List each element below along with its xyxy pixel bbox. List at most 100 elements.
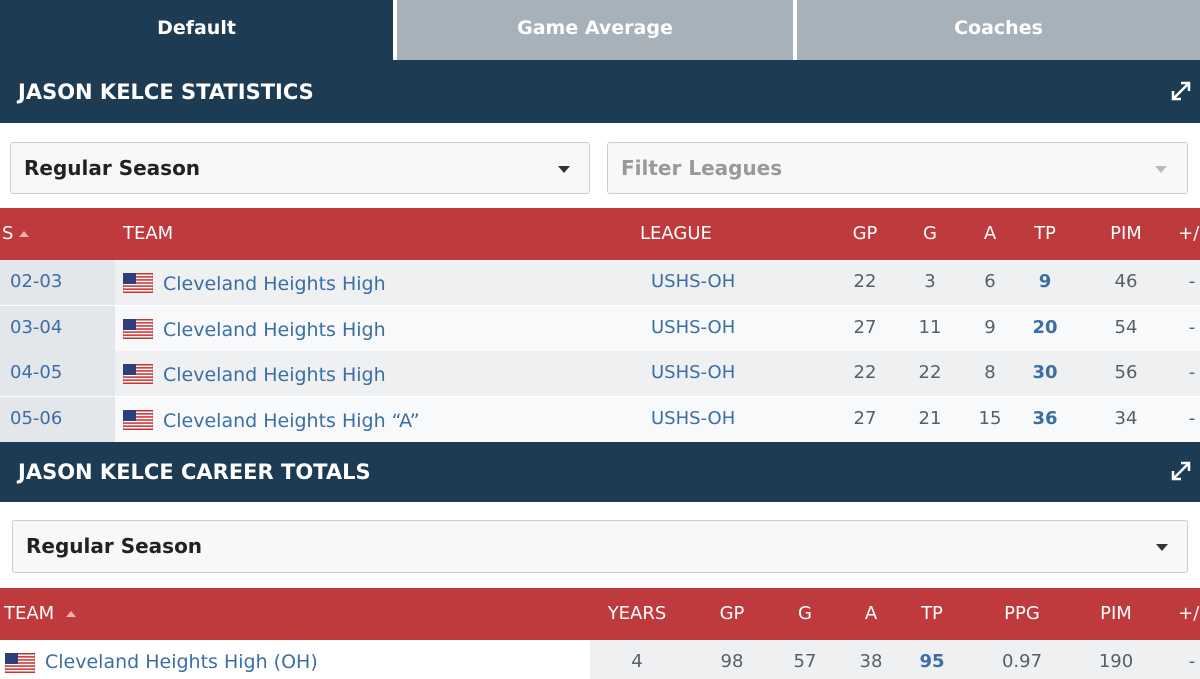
- column-header: PIM: [1110, 223, 1142, 244]
- stat-cell: 27: [853, 407, 877, 429]
- season-select[interactable]: Regular Season: [10, 142, 590, 194]
- team-link[interactable]: Cleveland Heights High: [163, 273, 386, 295]
- stat-cell: 4: [631, 651, 643, 672]
- stat-cell: 20: [1032, 316, 1058, 338]
- stat-cell: 15: [978, 407, 1002, 429]
- team-link[interactable]: Cleveland Heights High (OH): [45, 651, 318, 673]
- column-header: TP: [921, 603, 943, 624]
- column-header: PPG: [1004, 603, 1040, 624]
- select-value: Regular Season: [26, 534, 203, 558]
- section-header: JASON KELCE STATISTICS: [0, 60, 1200, 123]
- season-cell: [0, 305, 115, 351]
- stat-cell: 30: [1032, 362, 1058, 383]
- table-header: S TEAM LEAGUE GP G A TP PIM +/-: [0, 208, 1200, 260]
- column-header: A: [983, 223, 997, 244]
- column-header: A: [864, 603, 878, 624]
- stat-cell: 54: [1114, 316, 1138, 338]
- stat-cell: 9: [984, 316, 996, 338]
- column-header: GP: [719, 603, 745, 624]
- stat-cell: 95: [919, 651, 945, 672]
- stat-cell: -: [1188, 407, 1196, 429]
- league-link: USHS-OH: [651, 271, 736, 292]
- stat-cell: -: [1188, 651, 1196, 672]
- column-header[interactable]: TEAM: [4, 603, 55, 624]
- season-link[interactable]: 03-04: [10, 316, 63, 338]
- tab[interactable]: Game Average: [397, 0, 793, 60]
- stat-cell: 38: [859, 651, 883, 672]
- stat-cell: 56: [1114, 362, 1138, 383]
- stat-cell: 34: [1114, 407, 1138, 429]
- column-header[interactable]: LEAGUE: [640, 223, 712, 244]
- stat-cell: 46: [1114, 271, 1138, 292]
- column-header: PIM: [1100, 603, 1132, 624]
- stat-cell: 57: [793, 651, 817, 672]
- column-header: GP: [852, 223, 878, 244]
- team-link[interactable]: Cleveland Heights High: [163, 318, 386, 341]
- stat-cell: 36: [1032, 407, 1058, 429]
- column-header: G: [798, 603, 812, 624]
- stat-cell: -: [1188, 271, 1196, 292]
- section-title: JASON KELCE CAREER TOTALS: [18, 460, 371, 484]
- table-row: [0, 351, 1200, 396]
- select-value: Regular Season: [24, 156, 201, 180]
- table-header: TEAM YEARS GP G A TP PPG PIM +/-: [0, 588, 1200, 640]
- season-select[interactable]: Regular Season: [12, 520, 1188, 573]
- stat-cell: 190: [1098, 651, 1134, 672]
- table-row: [0, 305, 1200, 351]
- stat-cell: 22: [853, 271, 877, 292]
- stat-cell: 8: [984, 362, 996, 383]
- section-title: JASON KELCE STATISTICS: [18, 80, 314, 104]
- table-row: [590, 640, 1200, 679]
- expand-icon[interactable]: [1170, 460, 1192, 482]
- stat-cell: 9: [1038, 271, 1052, 292]
- stat-cell: 6: [984, 271, 996, 292]
- column-header: TP: [1034, 223, 1056, 244]
- column-header: G: [923, 223, 937, 244]
- expand-icon[interactable]: [1170, 80, 1192, 102]
- placeholder: Filter Leagues: [621, 156, 783, 180]
- table-row: [0, 396, 1200, 442]
- caret: [1155, 166, 1167, 173]
- league-link: USHS-OH: [651, 407, 736, 429]
- sort-arrow: [19, 231, 29, 237]
- stat-cell: 22: [918, 362, 942, 383]
- flag: [123, 364, 153, 384]
- column-header[interactable]: S: [2, 223, 14, 244]
- caret: [558, 166, 570, 173]
- table-row: [0, 260, 1200, 305]
- stat-cell: -: [1188, 316, 1196, 338]
- stat-cell: 98: [720, 651, 744, 672]
- season-link[interactable]: 02-03: [10, 271, 63, 292]
- stat-cell: 27: [853, 316, 877, 338]
- stat-cell: 11: [918, 316, 942, 338]
- season-cell: [0, 396, 115, 442]
- team-link[interactable]: Cleveland Heights High: [163, 364, 386, 386]
- season-cell: [0, 260, 115, 305]
- column-header: +/-: [1178, 223, 1200, 244]
- flag: [123, 409, 153, 430]
- season-link[interactable]: 05-06: [10, 407, 63, 429]
- stat-cell: -: [1188, 362, 1196, 383]
- league-filter[interactable]: Filter Leagues: [607, 142, 1188, 194]
- season-cell: [0, 351, 115, 396]
- tab[interactable]: Default: [0, 0, 393, 60]
- column-header: +/-: [1178, 603, 1200, 624]
- column-header[interactable]: TEAM: [123, 223, 174, 244]
- tab[interactable]: Coaches: [797, 0, 1200, 60]
- stat-cell: 0.97: [1001, 651, 1043, 672]
- stat-cell: 21: [918, 407, 942, 429]
- section-header: JASON KELCE CAREER TOTALS: [0, 440, 1200, 502]
- league-link: USHS-OH: [651, 362, 736, 383]
- flag: [123, 318, 153, 339]
- league-link: USHS-OH: [651, 316, 736, 338]
- team-link[interactable]: Cleveland Heights High “A”: [163, 409, 420, 432]
- season-link[interactable]: 04-05: [10, 362, 63, 383]
- stat-cell: 22: [853, 362, 877, 383]
- column-header: YEARS: [607, 603, 667, 624]
- sort-arrow: [66, 611, 76, 617]
- flag: [123, 273, 153, 293]
- flag: [5, 653, 35, 673]
- caret: [1156, 544, 1168, 551]
- stat-cell: 3: [924, 271, 936, 292]
